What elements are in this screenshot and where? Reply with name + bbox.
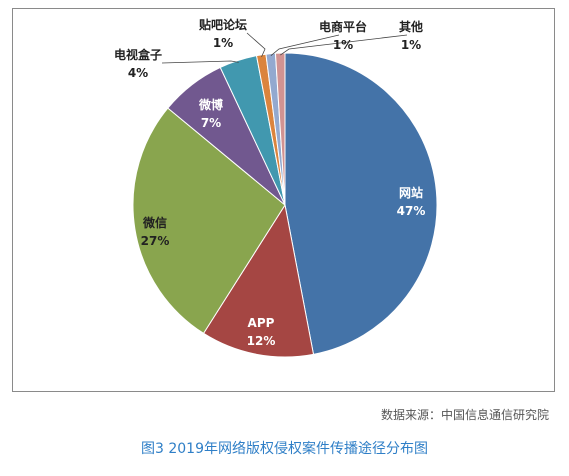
slice-percent-2: 12%	[247, 334, 276, 348]
slice-label-8: 其他	[399, 19, 423, 34]
pie-chart: 网站 47% APP 12% 微信 27% 微博 7% 电视盒子 4% 贴吧论坛 1% 电商平台 1% 其他…	[114, 17, 438, 358]
slice-percent-7: 1%	[333, 38, 353, 52]
pie-slice-1	[284, 52, 438, 355]
slice-percent-3: 27%	[141, 234, 170, 248]
slice-percent-6: 1%	[213, 36, 233, 50]
chart-frame: 网站 47% APP 12% 微信 27% 微博 7% 电视盒子 4% 贴吧论坛 1% 电商平台 1% 其他…	[12, 8, 555, 392]
slice-label-6: 贴吧论坛	[199, 17, 247, 32]
pie-slice-8	[274, 52, 286, 206]
slice-label-1: 网站	[399, 185, 423, 200]
leader-line-8	[280, 34, 408, 56]
slice-percent-1: 47%	[397, 204, 426, 218]
slice-percent-5: 4%	[128, 66, 148, 80]
leader-line-6	[246, 32, 266, 58]
slice-percent-4: 7%	[201, 116, 221, 130]
pie-slice-3	[132, 107, 286, 335]
data-source-note: 数据来源：中国信息通信研究院	[380, 408, 549, 422]
slice-labels: 网站 47% APP 12% 微信 27% 微博 7% 电视盒子 4% 贴吧论坛 1% 电商平台 1% 其他…	[114, 17, 425, 348]
leader-line-7	[270, 34, 340, 56]
leader-line-5	[161, 60, 239, 64]
pie-slice-2	[202, 203, 315, 358]
slice-label-3: 微信	[142, 215, 167, 230]
slice-label-7: 电商平台	[319, 19, 367, 34]
slice-label-4: 微博	[198, 97, 223, 112]
leader-lines	[161, 32, 408, 64]
figure-caption: 图3 2019年网络版权侵权案件传播途径分布图	[141, 441, 428, 457]
slice-percent-8: 1%	[401, 38, 421, 52]
slice-label-5: 电视盒子	[114, 47, 162, 62]
pie-slices	[132, 52, 438, 358]
slice-label-2: APP	[248, 316, 275, 330]
